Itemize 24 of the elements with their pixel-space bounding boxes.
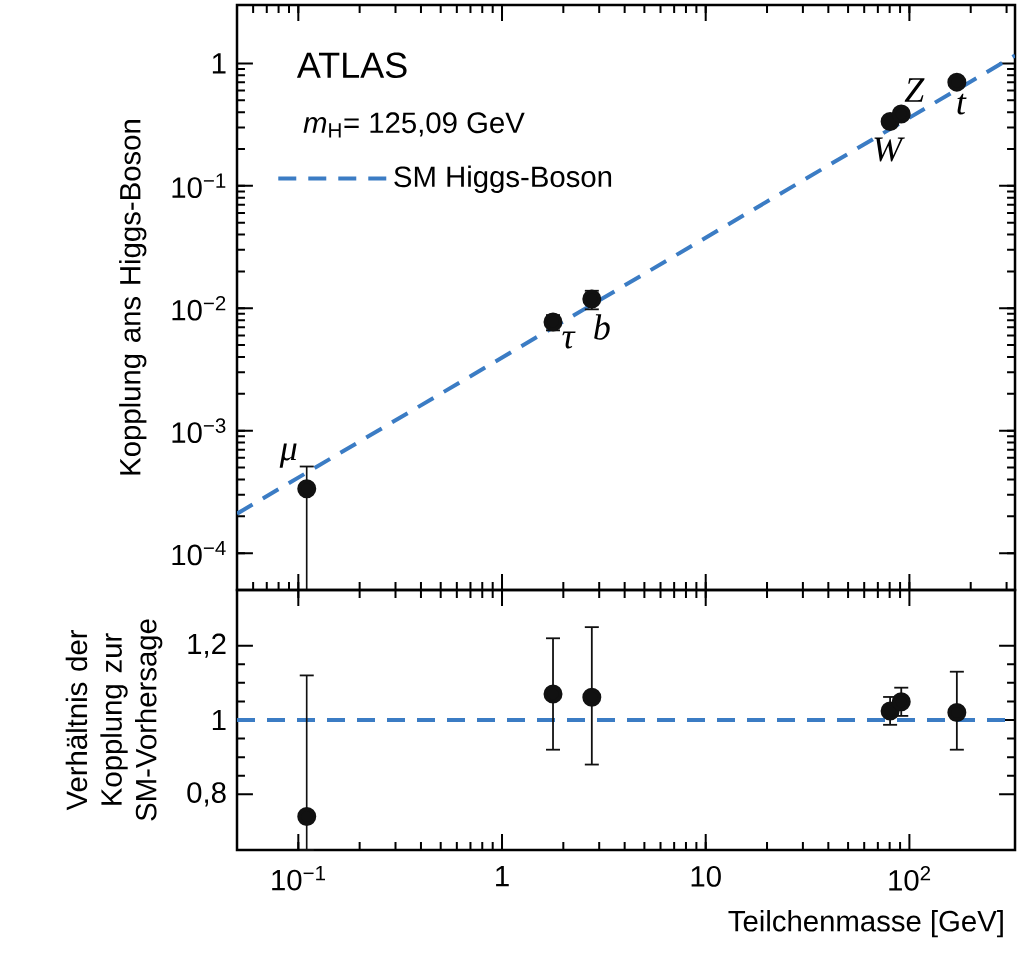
- y-tick-label: 10$^{−2}$: [172, 295, 226, 321]
- y-tick-label: 0,8: [187, 782, 226, 807]
- y-tick-label: 10$^{−1}$: [172, 173, 226, 199]
- x-tick-label: 10$^{2}$: [889, 866, 931, 891]
- y-tick-label: 10$^{−3}$: [172, 418, 226, 444]
- annotation: Z: [904, 78, 925, 102]
- y-tick-label: 1,2: [188, 633, 226, 658]
- legend-label: SM Higgs-Boson: [394, 165, 612, 193]
- y-tick-label: 1: [212, 53, 226, 74]
- y-axis-title: Kopplung ans Higgs-Boson: [119, 120, 147, 475]
- annotation: μ: [279, 443, 297, 468]
- y-tick-label: 1: [212, 709, 226, 731]
- annotation: W: [874, 137, 905, 162]
- annotation: τ: [562, 331, 576, 349]
- y-tick-label: 10$^{−4}$: [172, 540, 226, 566]
- x-tick-label: 10$^{−1}$: [272, 866, 325, 891]
- x-tick-label: 1: [496, 866, 509, 887]
- x-tick-label: 10: [691, 866, 721, 887]
- annotation: b: [594, 314, 610, 340]
- annotation: t: [957, 93, 967, 115]
- annotation: ATLAS: [296, 52, 407, 78]
- y-axis-title: Verhältnis der Kopplung zur SM-Vorhersage: [65, 619, 163, 821]
- annotation: m$_{H}$= 125,09 GeV: [303, 112, 525, 138]
- x-axis-title: Teilchenmasse [GeV]: [728, 910, 1003, 938]
